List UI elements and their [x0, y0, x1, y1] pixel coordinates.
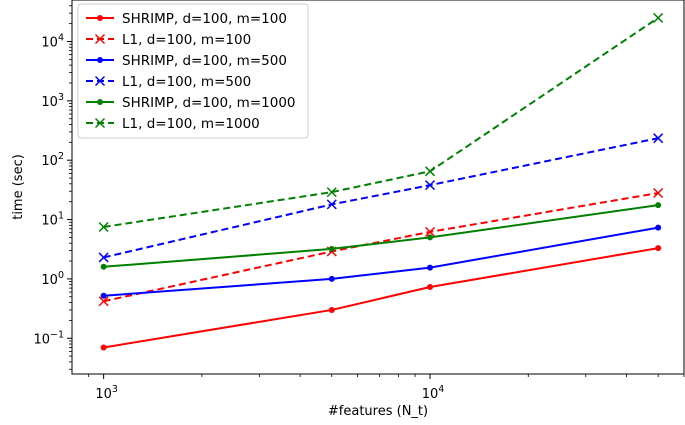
y-tick-label: 10−1	[33, 329, 64, 347]
y-axis-label: time (sec)	[11, 154, 26, 220]
data-point	[427, 264, 434, 271]
y-tick-label: 101	[41, 211, 64, 229]
series-1	[100, 245, 662, 351]
y-tick-label: 100	[41, 270, 64, 288]
series-line	[103, 204, 659, 268]
data-point	[427, 234, 434, 241]
legend-item: SHRIMP, d=100, m=1000	[86, 95, 296, 111]
legend-label: SHRIMP, d=100, m=500	[122, 53, 287, 69]
legend-marker	[94, 33, 106, 45]
data-point	[100, 263, 107, 270]
legend-label: SHRIMP, d=100, m=100	[122, 11, 287, 27]
legend-label: SHRIMP, d=100, m=1000	[122, 95, 296, 111]
y-axis: 10−1 100 101 102 103 104	[33, 5, 72, 370]
series-line	[103, 192, 659, 303]
legend-marker	[94, 117, 106, 129]
series-layer	[98, 12, 664, 351]
legend-label: L1, d=100, m=500	[122, 74, 251, 90]
legend-item: SHRIMP, d=100, m=500	[86, 53, 287, 69]
data-point	[655, 224, 662, 231]
data-point	[326, 187, 337, 198]
x-tick-label: 103	[95, 384, 118, 402]
data-point	[655, 245, 662, 252]
series-4	[98, 133, 664, 263]
legend-item: L1, d=100, m=500	[86, 74, 251, 90]
y-tick-label: 102	[41, 151, 64, 169]
y-tick-label: 103	[41, 92, 64, 110]
data-point	[98, 252, 109, 263]
legend-marker	[97, 15, 103, 21]
data-point	[653, 187, 664, 199]
legend-label: L1, d=100, m=100	[122, 32, 251, 48]
legend-item: L1, d=100, m=1000	[86, 116, 260, 132]
series-3	[100, 224, 662, 299]
series-5	[100, 202, 662, 270]
y-tick-label: 104	[41, 32, 64, 50]
data-point	[655, 202, 662, 209]
legend-item: L1, d=100, m=100	[86, 32, 251, 48]
data-point	[98, 296, 109, 307]
legend-marker	[94, 75, 106, 87]
series-line	[103, 247, 659, 349]
legend: SHRIMP, d=100, m=100 L1, d=100, m=100 SHRI…	[77, 3, 309, 139]
legend-label: L1, d=100, m=1000	[122, 116, 260, 132]
data-point	[98, 221, 109, 232]
data-point	[424, 166, 436, 177]
data-point	[424, 180, 436, 191]
data-point	[653, 133, 664, 144]
data-point	[328, 306, 335, 313]
data-point	[328, 275, 335, 282]
series-2	[98, 187, 664, 307]
series-line	[103, 17, 659, 228]
data-point	[328, 245, 335, 252]
data-point	[100, 344, 107, 351]
series-line	[103, 226, 659, 297]
data-point	[326, 199, 337, 210]
series-6	[98, 12, 664, 232]
data-point	[100, 292, 107, 299]
legend-frame	[77, 3, 309, 139]
x-axis: 103 104	[88, 374, 685, 402]
legend-item: SHRIMP, d=100, m=100	[86, 11, 287, 27]
x-axis-label: #features (N_t)	[328, 404, 428, 419]
legend-marker	[97, 57, 103, 63]
data-point	[427, 284, 434, 291]
data-point	[424, 226, 436, 237]
legend-marker	[97, 99, 103, 105]
x-tick-label: 104	[422, 384, 445, 402]
data-point	[653, 12, 664, 23]
